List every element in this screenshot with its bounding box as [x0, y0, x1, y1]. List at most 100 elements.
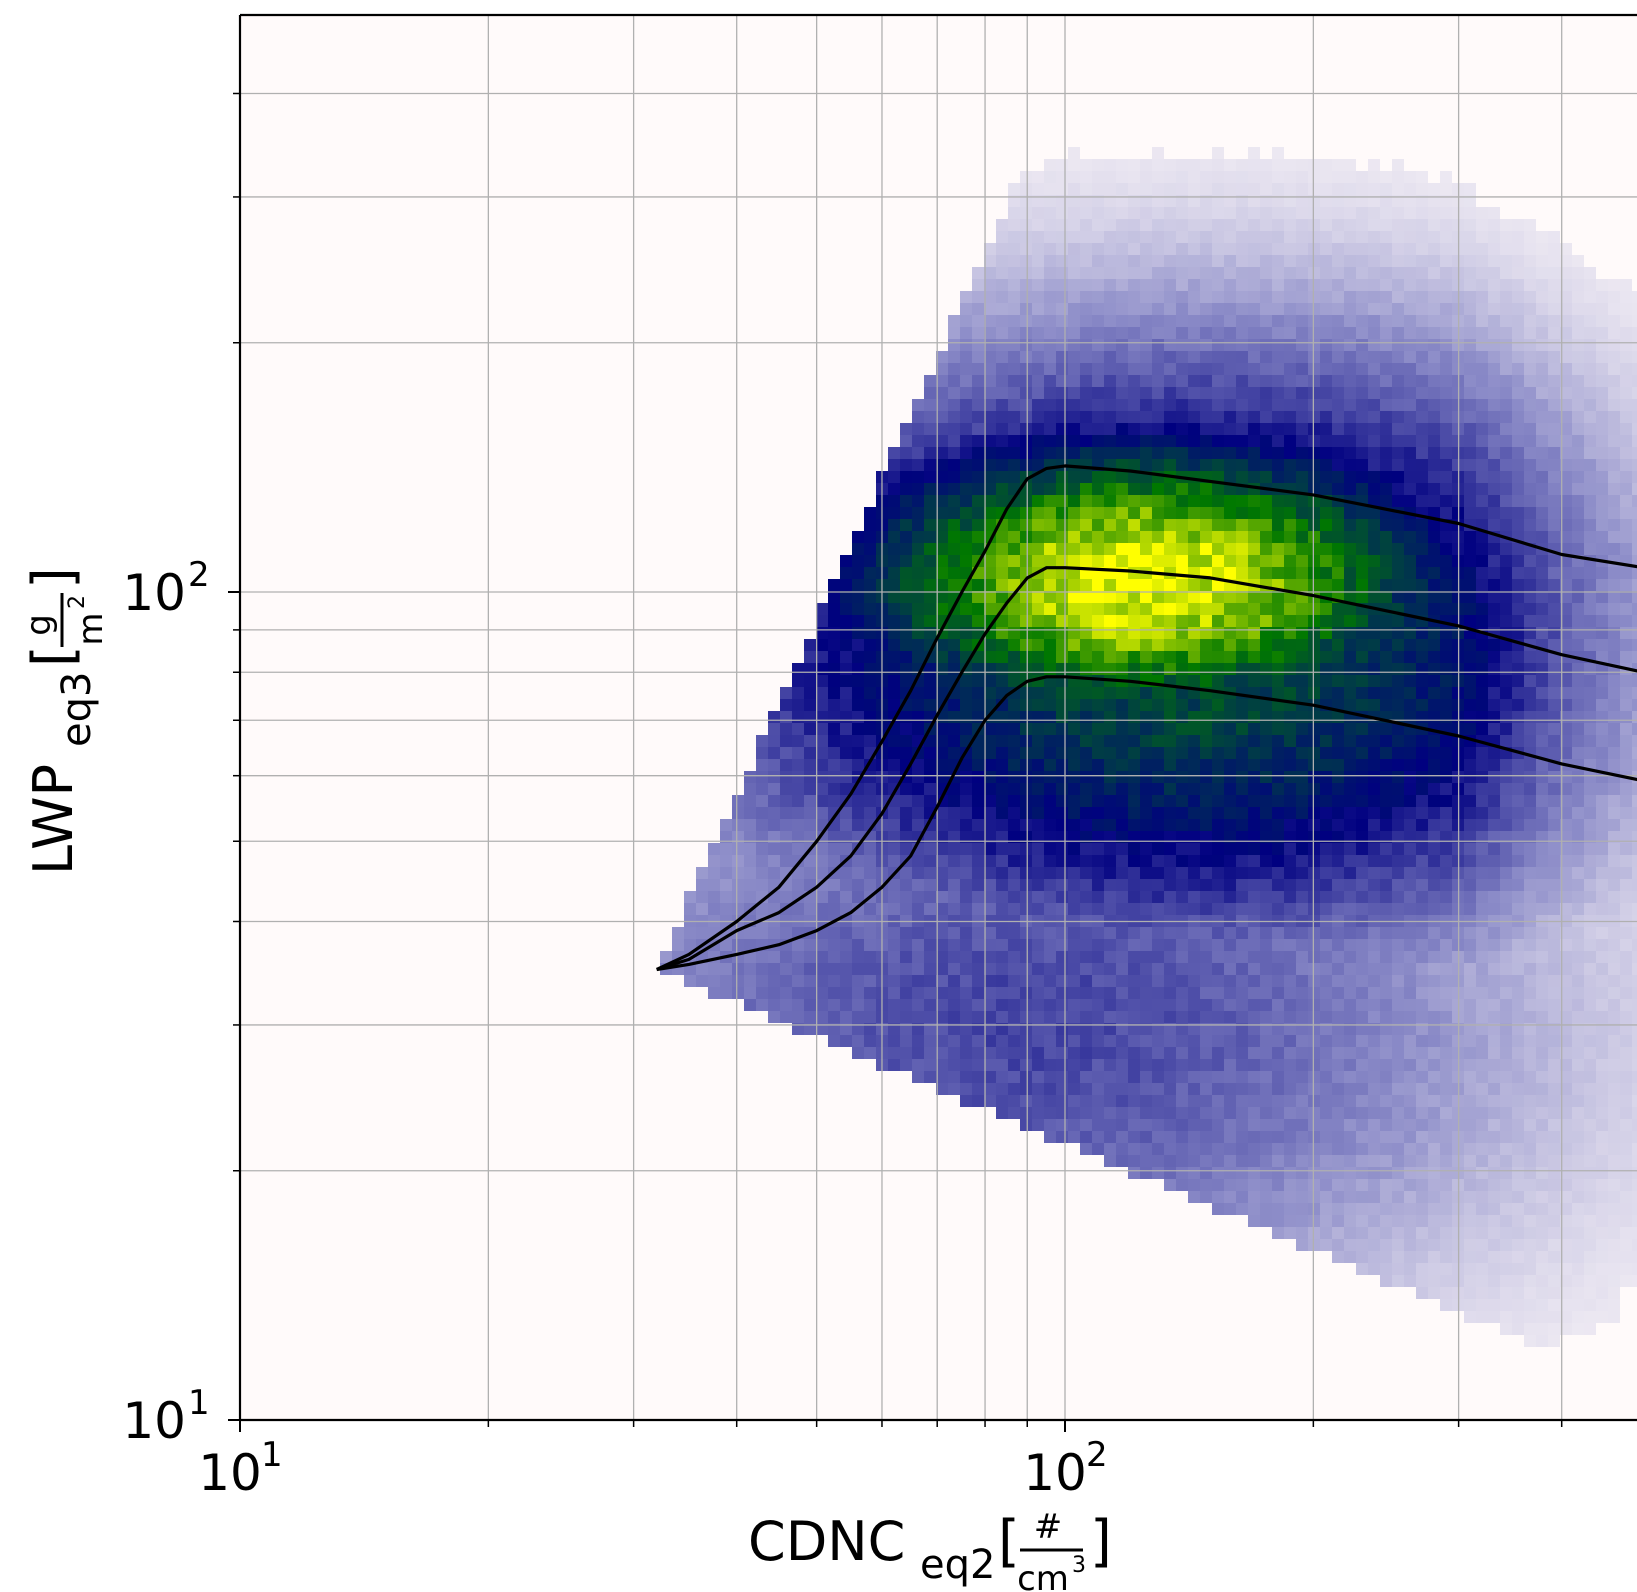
heatmap-cell	[1080, 219, 1092, 231]
heatmap-cell	[1116, 351, 1128, 363]
heatmap-cell	[1200, 459, 1212, 471]
heatmap-cell	[1332, 999, 1344, 1011]
heatmap-cell	[936, 519, 948, 531]
heatmap-cell	[1068, 1059, 1080, 1071]
heatmap-cell	[1416, 1011, 1428, 1023]
heatmap-cell	[984, 699, 996, 711]
heatmap-cell	[1512, 1071, 1524, 1083]
heatmap-cell	[1080, 171, 1092, 183]
heatmap-cell	[900, 1011, 912, 1023]
heatmap-cell	[1200, 435, 1212, 447]
heatmap-cell	[1224, 171, 1236, 183]
heatmap-cell	[1332, 1119, 1344, 1131]
heatmap-cell	[1488, 471, 1500, 483]
heatmap-cell	[1440, 819, 1452, 831]
heatmap-cell	[1284, 519, 1296, 531]
heatmap-cell	[1056, 615, 1068, 627]
heatmap-cell	[1092, 411, 1104, 423]
heatmap-cell	[1200, 255, 1212, 267]
heatmap-cell	[1512, 1239, 1524, 1251]
heatmap-cell	[1092, 375, 1104, 387]
heatmap-cell	[1284, 783, 1296, 795]
heatmap-cell	[1080, 1083, 1092, 1095]
heatmap-cell	[1512, 615, 1524, 627]
heatmap-cell	[1032, 171, 1044, 183]
heatmap-cell	[1296, 303, 1308, 315]
heatmap-cell	[1236, 879, 1248, 891]
heatmap-cell	[1356, 1119, 1368, 1131]
heatmap-cell	[804, 1011, 816, 1023]
heatmap-cell	[1104, 699, 1116, 711]
heatmap-cell	[1296, 975, 1308, 987]
heatmap-cell	[1260, 339, 1272, 351]
heatmap-cell	[1344, 519, 1356, 531]
heatmap-cell	[1380, 459, 1392, 471]
heatmap-cell	[1128, 783, 1140, 795]
heatmap-cell	[1056, 1119, 1068, 1131]
heatmap-cell	[780, 723, 792, 735]
heatmap-cell	[1356, 447, 1368, 459]
heatmap-cell	[1104, 267, 1116, 279]
heatmap-cell	[1476, 471, 1488, 483]
heatmap-cell	[1200, 603, 1212, 615]
heatmap-cell	[1116, 219, 1128, 231]
heatmap-cell	[1332, 867, 1344, 879]
heatmap-cell	[900, 1023, 912, 1035]
heatmap-cell	[1308, 675, 1320, 687]
heatmap-cell	[1284, 627, 1296, 639]
heatmap-cell	[1380, 399, 1392, 411]
heatmap-cell	[1428, 927, 1440, 939]
heatmap-cell	[744, 891, 756, 903]
heatmap-cell	[924, 795, 936, 807]
heatmap-cell	[1476, 387, 1488, 399]
heatmap-cell	[1464, 1227, 1476, 1239]
heatmap-cell	[1356, 1155, 1368, 1167]
heatmap-cell	[984, 987, 996, 999]
heatmap-cell	[1224, 807, 1236, 819]
heatmap-cell	[948, 987, 960, 999]
heatmap-cell	[1044, 1071, 1056, 1083]
heatmap-cell	[1236, 1203, 1248, 1215]
heatmap-cell	[1428, 867, 1440, 879]
heatmap-cell	[1188, 1071, 1200, 1083]
heatmap-cell	[924, 963, 936, 975]
heatmap-cell	[1068, 603, 1080, 615]
heatmap-cell	[1476, 255, 1488, 267]
heatmap-cell	[1152, 1131, 1164, 1143]
heatmap-cell	[1128, 255, 1140, 267]
heatmap-cell	[960, 1023, 972, 1035]
heatmap-cell	[792, 735, 804, 747]
heatmap-cell	[1212, 639, 1224, 651]
heatmap-cell	[1512, 963, 1524, 975]
heatmap-cell	[1092, 759, 1104, 771]
heatmap-cell	[1140, 1083, 1152, 1095]
heatmap-cell	[852, 807, 864, 819]
heatmap-cell	[1296, 867, 1308, 879]
heatmap-cell	[888, 675, 900, 687]
heatmap-cell	[1476, 867, 1488, 879]
heatmap-cell	[1080, 819, 1092, 831]
heatmap-cell	[1176, 651, 1188, 663]
heatmap-cell	[984, 1071, 996, 1083]
heatmap-cell	[1320, 615, 1332, 627]
heatmap-cell	[1068, 435, 1080, 447]
heatmap-cell	[924, 543, 936, 555]
heatmap-cell	[1260, 159, 1272, 171]
heatmap-cell	[1188, 279, 1200, 291]
heatmap-cell	[1416, 783, 1428, 795]
heatmap-cell	[1344, 999, 1356, 1011]
heatmap-cell	[1464, 1131, 1476, 1143]
heatmap-cell	[1128, 651, 1140, 663]
heatmap-cell	[1272, 987, 1284, 999]
heatmap-cell	[1296, 999, 1308, 1011]
heatmap-cell	[1056, 339, 1068, 351]
heatmap-cell	[1404, 483, 1416, 495]
heatmap-cell	[1440, 255, 1452, 267]
heatmap-cell	[1308, 1227, 1320, 1239]
heatmap-cell	[888, 591, 900, 603]
heatmap-cell	[1128, 543, 1140, 555]
heatmap-cell	[1368, 1059, 1380, 1071]
heatmap-cell	[1248, 507, 1260, 519]
heatmap-cell	[1296, 219, 1308, 231]
heatmap-cell	[1356, 771, 1368, 783]
